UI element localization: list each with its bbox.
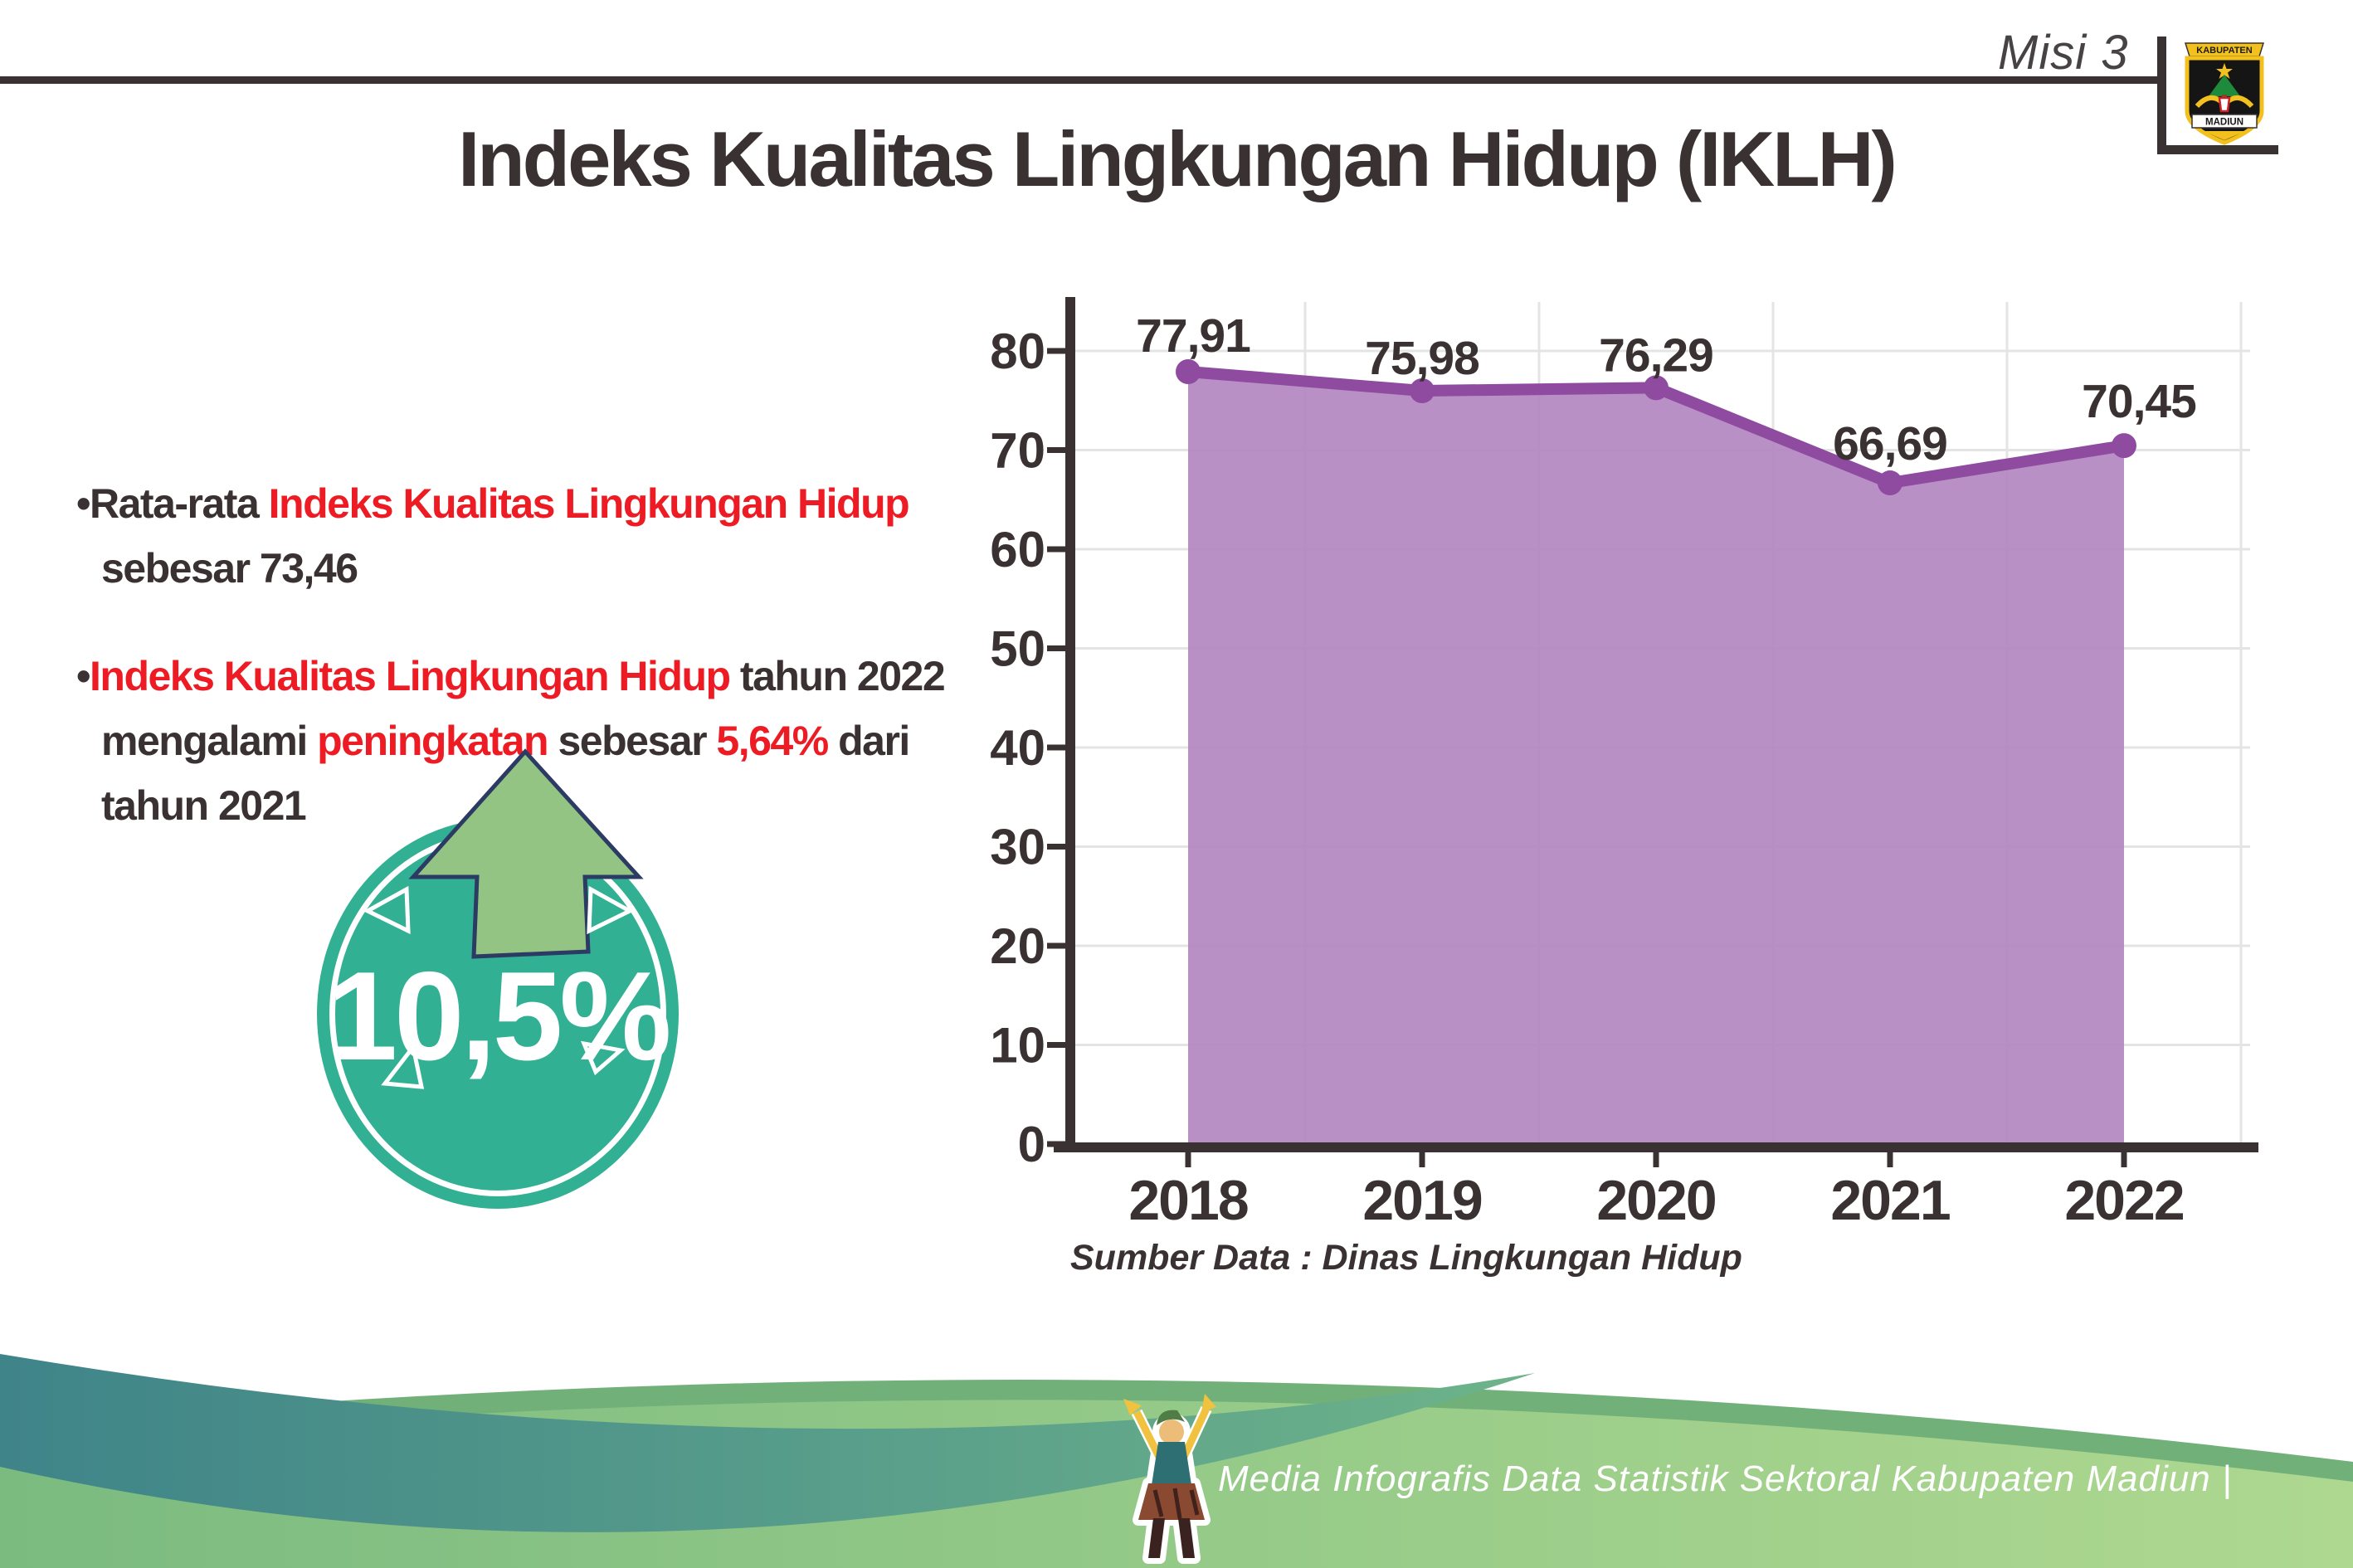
x-tick-label: 2018	[1128, 1169, 1247, 1232]
logo-tree-icon	[2209, 75, 2240, 96]
x-tick	[1653, 1152, 1659, 1167]
bullet-line: tahun 2021	[76, 773, 1006, 838]
value-label: 77,91	[1136, 309, 1250, 363]
y-tick	[1047, 447, 1070, 453]
text-segment: peningkatan	[317, 718, 548, 764]
y-axis-line	[1065, 297, 1075, 1152]
y-tick	[1047, 844, 1070, 850]
value-label: 76,29	[1599, 329, 1713, 382]
text-segment: dari	[827, 718, 910, 764]
x-tick	[1887, 1152, 1893, 1167]
x-tick-label: 2020	[1596, 1169, 1715, 1232]
text-segment: mengalami	[101, 718, 318, 764]
value-label: 70,45	[2082, 375, 2196, 428]
bullet-line: sebesar 73,46	[76, 536, 1006, 601]
bullet-line: •Rata-rata Indeks Kualitas Lingkungan Hi…	[76, 471, 1006, 536]
y-tick	[1047, 546, 1070, 553]
data-point-marker	[1644, 375, 1669, 401]
source-note: Sumber Data : Dinas Lingkungan Hidup	[1070, 1238, 1742, 1278]
data-point-marker	[1410, 378, 1435, 404]
badge-triangle-ne-icon	[587, 885, 635, 935]
bullet-item-2: •Indeks Kualitas Lingkungan Hidup tahun …	[76, 644, 1006, 838]
data-point-marker	[1878, 470, 1902, 496]
x-tick	[1185, 1152, 1191, 1167]
y-tick	[1047, 645, 1070, 651]
y-tick-label: 60	[990, 522, 1045, 577]
key-findings-list: •Rata-rata Indeks Kualitas Lingkungan Hi…	[76, 471, 1006, 881]
x-tick	[2121, 1152, 2127, 1167]
text-segment: sebesar	[548, 718, 717, 764]
text-segment: sebesar 73,46	[101, 545, 358, 592]
logo-top-text: KABUPATEN	[2196, 46, 2252, 56]
y-tick	[1047, 744, 1070, 751]
y-tick	[1047, 942, 1070, 949]
bullet-line: mengalami peningkatan sebesar 5,64% dari	[76, 709, 1006, 773]
badge-triangle-nw-icon	[363, 885, 411, 935]
x-axis-line	[1054, 1142, 2258, 1152]
x-tick	[1419, 1152, 1425, 1167]
bullet-item-1: •Rata-rata Indeks Kualitas Lingkungan Hi…	[76, 471, 1006, 601]
data-point-marker	[2112, 433, 2136, 459]
header-rule	[0, 76, 2161, 84]
y-tick	[1047, 348, 1070, 354]
text-segment: •	[76, 653, 91, 699]
value-label: 75,98	[1365, 332, 1479, 385]
x-tick-label: 2022	[2064, 1169, 2183, 1232]
logo-bottom-text: MADIUN	[2205, 118, 2243, 128]
kabupaten-madiun-logo: KABUPATEN MADIUN	[2184, 42, 2265, 145]
data-point-marker	[1176, 358, 1201, 384]
logo-star-icon	[2216, 63, 2233, 79]
text-segment: tahun 2021	[101, 782, 307, 829]
text-segment: 5,64%	[716, 718, 829, 764]
text-segment: Indeks Kualitas Lingkungan Hidup	[268, 480, 910, 527]
badge-percentage-value: 10,5%	[327, 946, 672, 1087]
y-tick-label: 0	[1018, 1117, 1045, 1172]
logo-bracket-vertical	[2157, 37, 2166, 154]
y-tick-label: 80	[990, 324, 1045, 379]
y-tick-label: 30	[990, 820, 1045, 875]
text-segment: •Rata-rata	[76, 480, 269, 527]
text-segment: Indeks Kualitas Lingkungan Hidup	[90, 653, 731, 699]
badge-triangle-se-icon	[580, 1040, 626, 1076]
y-tick-label: 10	[990, 1018, 1045, 1074]
badge-triangle-sw-icon	[381, 1042, 425, 1089]
y-tick-label: 70	[990, 423, 1045, 479]
up-arrow-icon	[408, 748, 644, 959]
x-tick-label: 2019	[1362, 1169, 1481, 1232]
area-fill	[1188, 371, 2124, 1144]
y-tick-label: 20	[990, 918, 1045, 974]
logo-bracket-horizontal	[2157, 145, 2278, 154]
footer-caption: Media Infografis Data Statistik Sektoral…	[1218, 1458, 2233, 1499]
page-title: Indeks Kualitas Lingkungan Hidup (IKLH)	[458, 115, 1898, 202]
value-label: 66,69	[1833, 417, 1947, 470]
wave-teal-band	[0, 1354, 1535, 1532]
y-tick-label: 40	[990, 720, 1045, 776]
y-tick	[1047, 1141, 1070, 1147]
y-tick	[1047, 1042, 1070, 1048]
y-tick-label: 50	[990, 621, 1045, 677]
misi-label: Misi 3	[1998, 26, 2129, 80]
text-segment: tahun 2022	[729, 653, 946, 699]
x-tick-label: 2021	[1830, 1169, 1949, 1232]
mascot-icon	[1123, 1394, 1216, 1564]
bullet-line: •Indeks Kualitas Lingkungan Hidup tahun …	[76, 644, 1006, 709]
